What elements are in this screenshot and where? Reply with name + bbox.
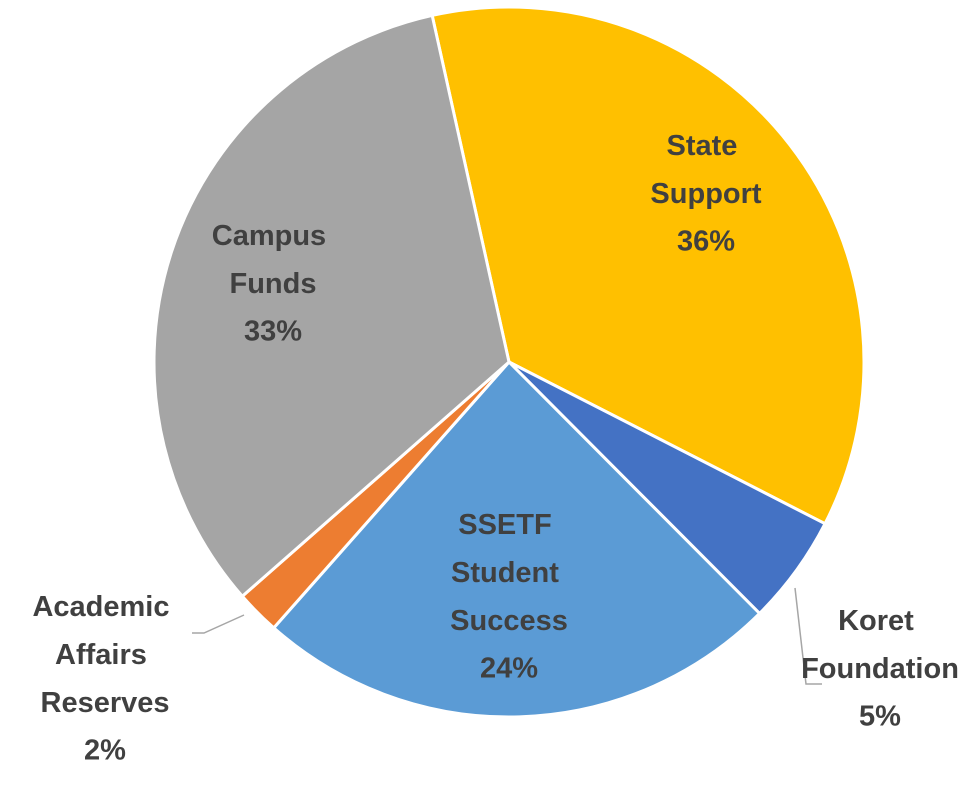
slice-label: SSETF Student Success (450, 509, 568, 637)
slice-label: Koret Foundation (801, 605, 959, 685)
label-line: Student (451, 557, 567, 589)
pie-slice (430, 5, 866, 526)
slice-label: Academic Affairs Reserves (32, 591, 177, 719)
pie-slice (152, 13, 511, 599)
slice-label: State Support (650, 130, 761, 210)
label-line: Campus (212, 220, 334, 252)
label-line: Affairs (55, 639, 155, 671)
value-label: 33% (244, 316, 302, 348)
label-line: Academic (32, 591, 177, 623)
label-line: Reserves (41, 687, 170, 719)
value-label: 24% (480, 653, 538, 685)
slice-label: Campus Funds (212, 220, 334, 300)
value-label: 5% (859, 701, 901, 733)
label-line: Funds (230, 268, 317, 300)
leader-line (192, 614, 245, 634)
label-line: Koret (838, 605, 922, 637)
label-line: SSETF (458, 509, 560, 541)
label-line: Support (650, 178, 761, 210)
pie-slice (271, 359, 762, 719)
leader-line (794, 587, 822, 685)
label-line: State (667, 130, 746, 162)
label-line: Success (450, 605, 568, 637)
value-label: 36% (677, 226, 735, 258)
label-line: Foundation (801, 653, 959, 685)
value-label: 2% (84, 735, 126, 767)
